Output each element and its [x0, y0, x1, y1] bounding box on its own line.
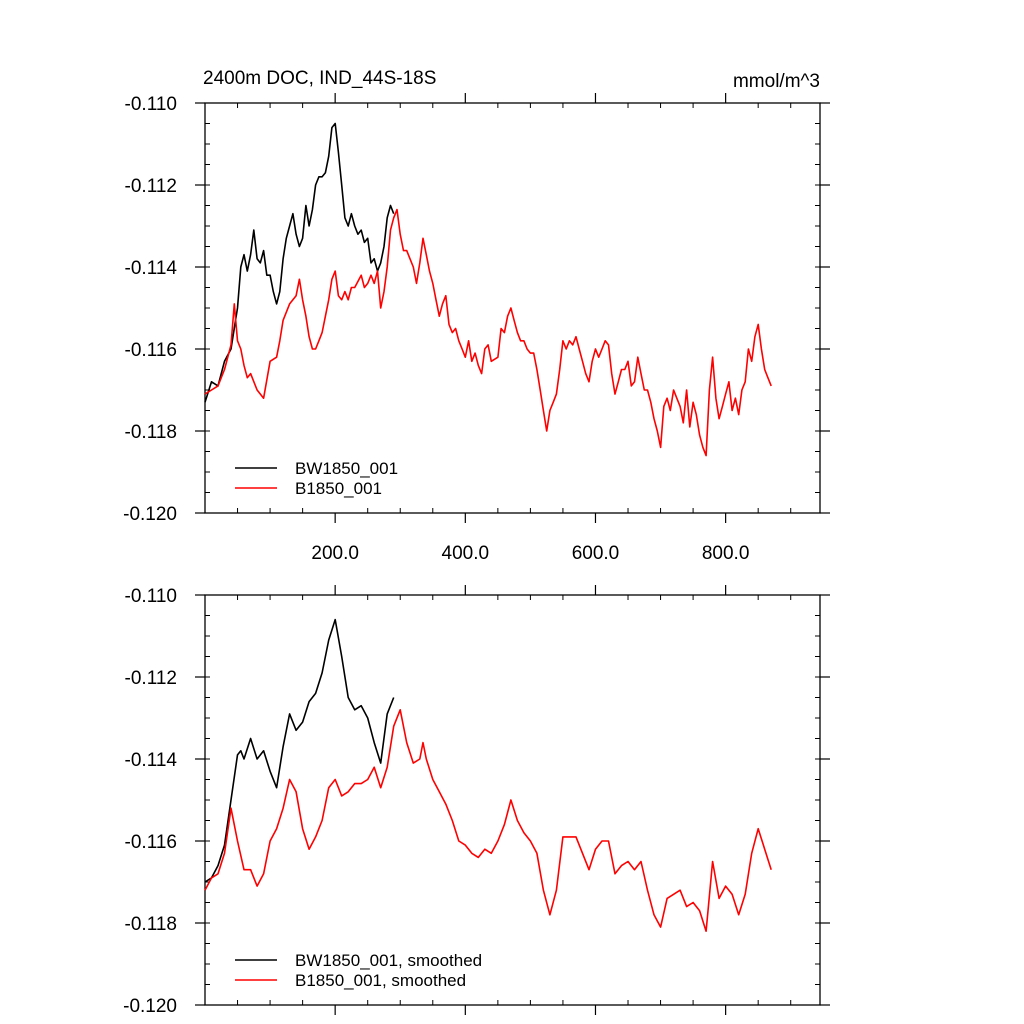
- y-tick-label: -0.110: [125, 586, 177, 607]
- x-tick-label: 600.0: [572, 543, 620, 564]
- y-tick-label: -0.114: [125, 750, 178, 771]
- x-tick-label: 200.0: [311, 543, 359, 564]
- series-line: [204, 122, 395, 403]
- series-line: [204, 618, 395, 883]
- x-tick-label: 400.0: [442, 543, 490, 564]
- units-label: mmol/m^3: [733, 71, 820, 92]
- chart-panel-bottom: -0.110 -0.112 -0.114 -0.116 -0.118 -0.120 BW18…: [123, 585, 830, 1017]
- y-tick-label: -0.120: [123, 996, 177, 1017]
- legend-label: BW1850_001: [295, 459, 398, 478]
- y-tick-label: -0.112: [125, 668, 177, 689]
- y-tick-label: -0.118: [125, 422, 177, 443]
- plot-frame: [204, 102, 821, 514]
- y-tick-label: -0.120: [123, 504, 177, 525]
- y-tick-label: -0.112: [125, 176, 177, 197]
- legend-label: B1850_001: [295, 479, 382, 498]
- y-tick-label: -0.114: [125, 258, 178, 279]
- legend-label: BW1850_001, smoothed: [295, 951, 482, 970]
- series-line: [204, 709, 772, 932]
- x-tick-label: 800.0: [702, 543, 750, 564]
- series-line: [204, 208, 772, 457]
- y-tick-label: -0.118: [125, 914, 177, 935]
- y-tick-label: -0.116: [125, 340, 177, 361]
- y-tick-label: -0.116: [125, 832, 177, 853]
- plot-frame: [204, 594, 821, 1006]
- chart-title: 2400m DOC, IND_44S-18S: [203, 68, 436, 89]
- legend-label: B1850_001, smoothed: [295, 971, 466, 990]
- chart-panel-top: 2400m DOC, IND_44S-18S mmol/m^3 -0.110 -0…: [123, 68, 830, 564]
- y-tick-label: -0.110: [125, 94, 177, 115]
